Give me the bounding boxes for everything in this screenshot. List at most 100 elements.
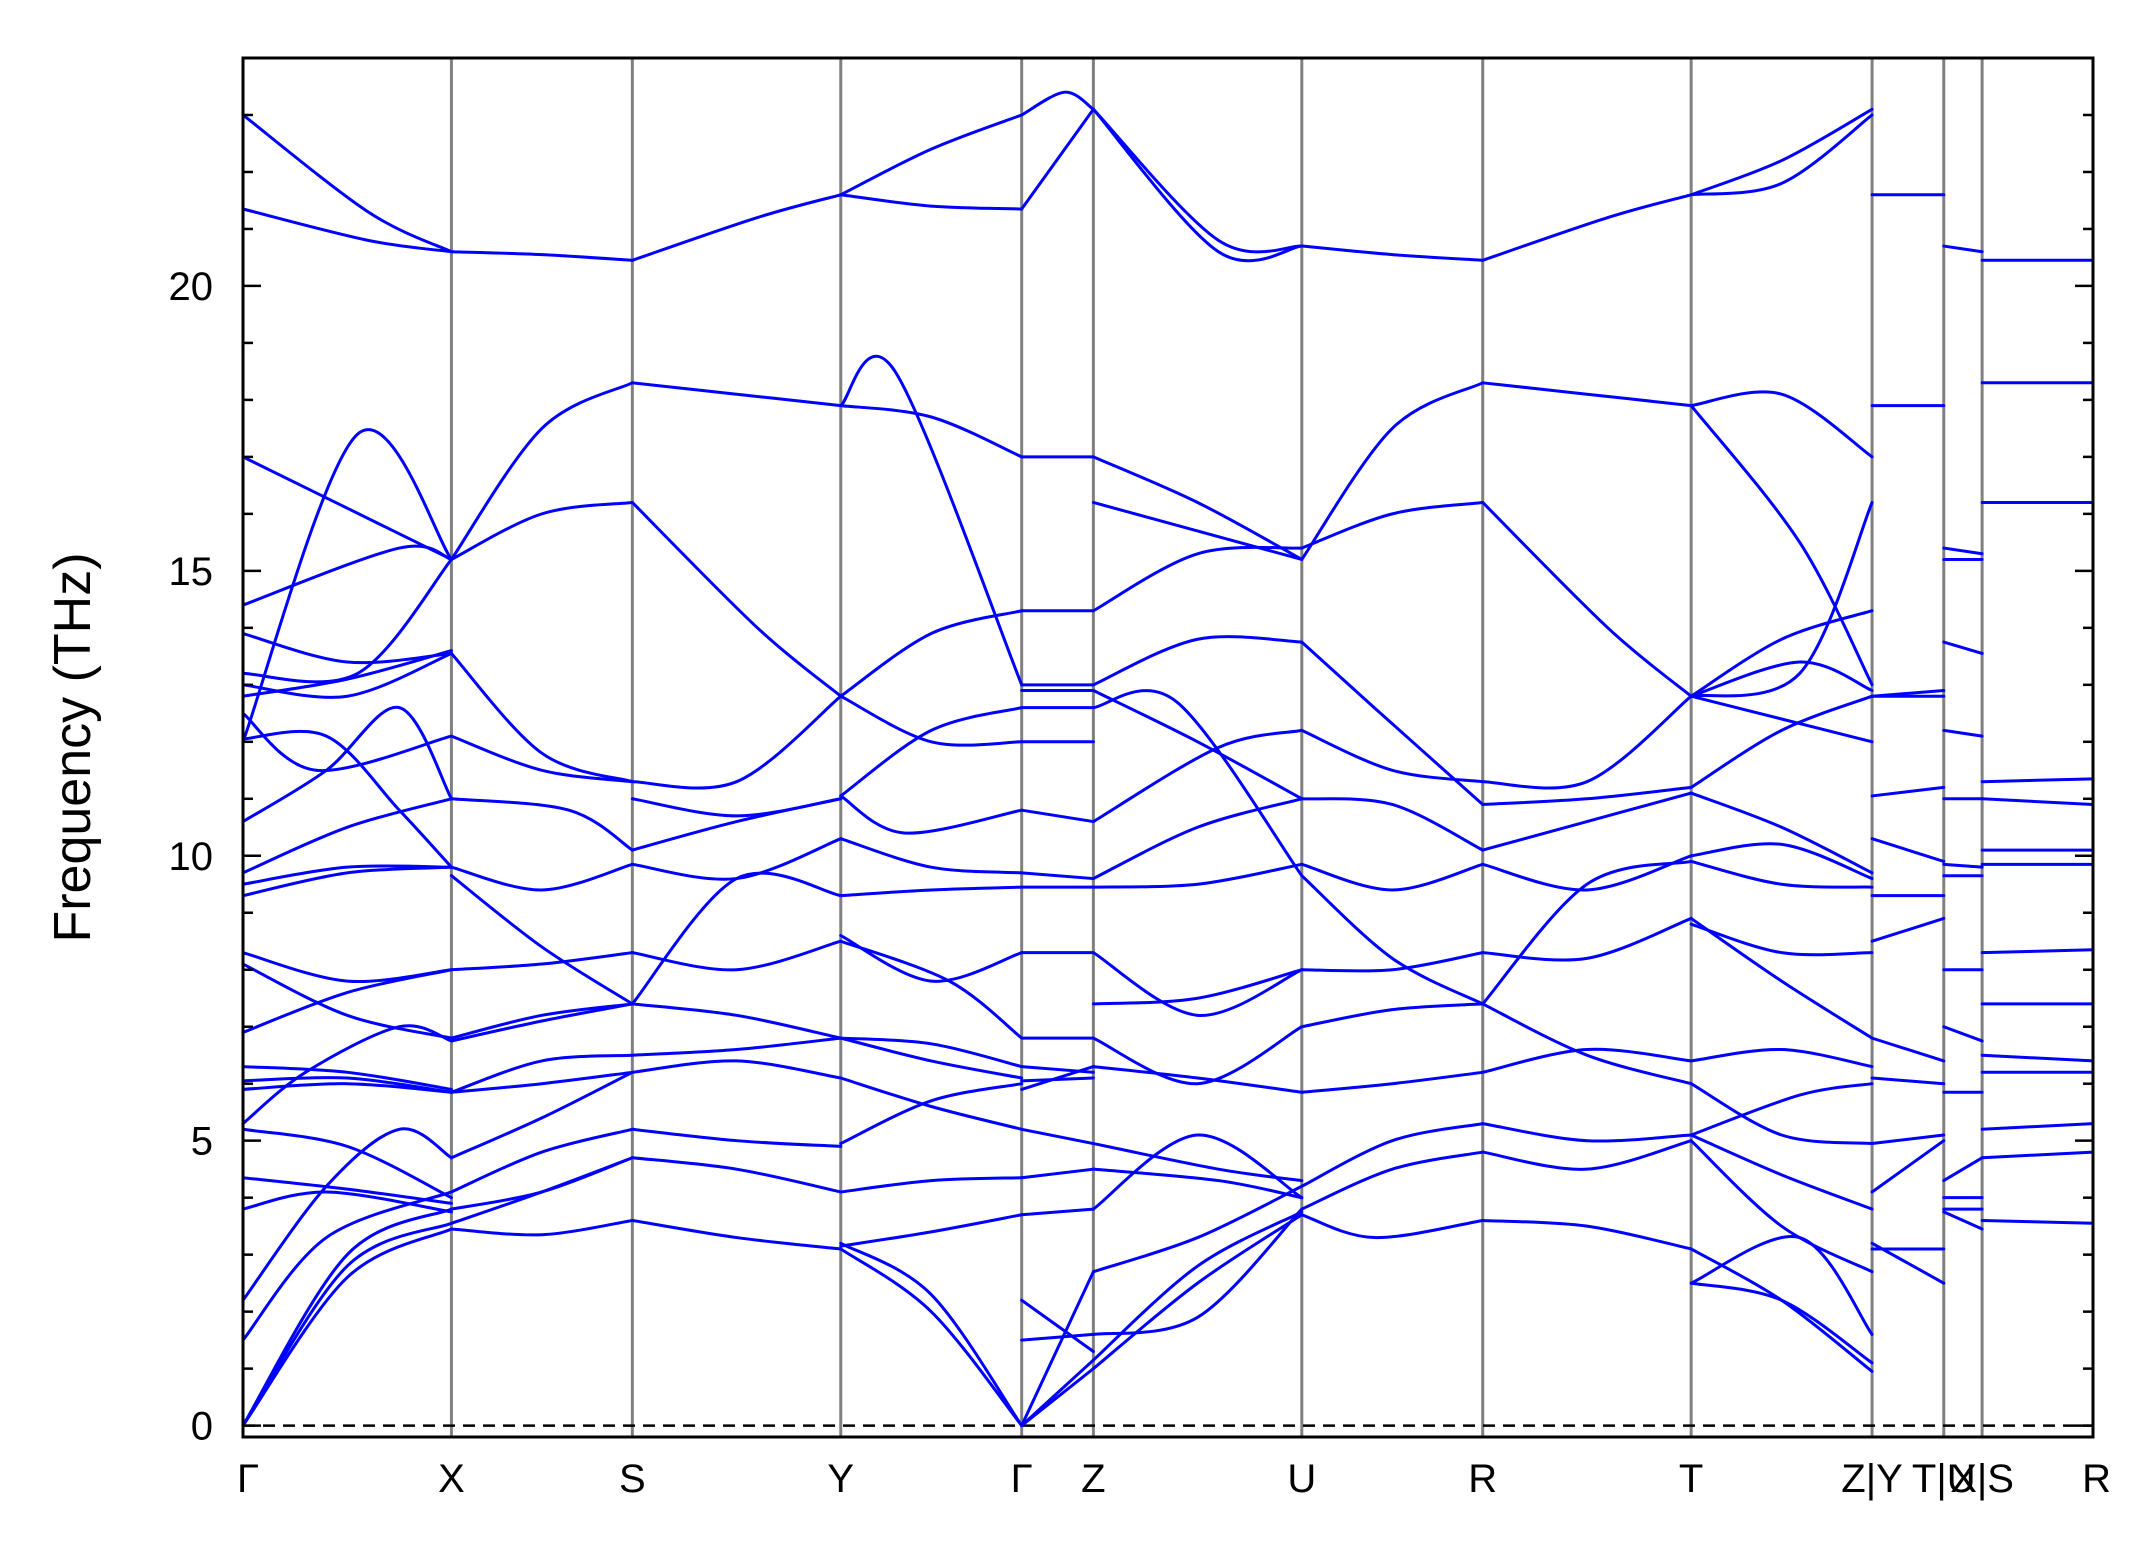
phonon-band-line <box>1091 1207 1304 1336</box>
x-tick-label: U <box>1287 1457 1316 1501</box>
phonon-band-line <box>1689 113 1874 197</box>
phonon-band-line <box>449 874 634 1006</box>
phonon-band-line <box>630 694 843 790</box>
phonon-band-line <box>1942 546 1984 556</box>
band-segment <box>1091 107 1304 1371</box>
phonon-band-line <box>1020 1298 1095 1354</box>
phonon-band-line <box>449 1070 634 1094</box>
phonon-band-line <box>630 1127 843 1148</box>
phonon-band-line <box>449 951 634 972</box>
phonon-band-line <box>1689 390 1874 459</box>
phonon-band-line <box>241 1190 453 1214</box>
phonon-band-line <box>839 694 1024 747</box>
phonon-band-line <box>449 797 634 852</box>
phonon-band-line <box>241 962 453 1040</box>
phonon-band-line <box>1300 381 1485 561</box>
phonon-band-line <box>1870 1133 1946 1146</box>
phonon-band-line <box>241 1127 453 1200</box>
y-axis-title: Frequency (THz) <box>44 552 102 942</box>
phonon-band-line <box>241 797 453 875</box>
phonon-band-line <box>241 1207 453 1428</box>
phonon-band-line <box>1091 1065 1304 1094</box>
phonon-band-line <box>630 1036 843 1057</box>
phonon-band-line <box>1689 1082 1874 1146</box>
phonon-bands <box>241 90 2095 1428</box>
phonon-band-line <box>1870 837 1946 863</box>
phonon-band-line <box>1091 862 1304 889</box>
phonon-band-line <box>241 1024 453 1126</box>
phonon-band-line <box>1091 951 1304 1017</box>
band-segment <box>241 113 453 1428</box>
x-tick-label: Γ <box>237 1457 259 1501</box>
phonon-band-line <box>1300 1213 1485 1240</box>
phonon-band-line <box>1020 1076 1095 1083</box>
x-tick-label: T <box>1679 1457 1703 1501</box>
band-segment <box>1481 193 1693 1251</box>
phonon-band-line <box>1942 244 1984 254</box>
phonon-band-line <box>839 1076 1024 1131</box>
phonon-band-line <box>449 1156 634 1211</box>
phonon-band-line <box>1689 1139 1874 1274</box>
phonon-band-line <box>449 862 634 892</box>
phonon-band-line <box>449 1002 634 1040</box>
phonon-band-line <box>630 797 843 818</box>
phonon-band-line <box>1689 500 1874 698</box>
phonon-band-line <box>1689 859 1874 889</box>
phonon-band-line <box>630 1059 843 1080</box>
phonon-band-line <box>1091 1142 1304 1183</box>
phonon-band-line <box>1300 797 1485 852</box>
phonon-band-line <box>1942 1210 1984 1231</box>
phonon-band-line <box>1091 797 1304 881</box>
phonon-band-line <box>1689 1133 1874 1211</box>
phonon-band-line <box>241 557 453 684</box>
x-tick-label: Y <box>827 1457 854 1501</box>
phonon-band-line <box>1481 381 1693 408</box>
phonon-band-line <box>839 354 1024 687</box>
phonon-band-line <box>241 1076 453 1094</box>
phonon-band-line <box>1091 1025 1304 1086</box>
phonon-band-line <box>1870 1139 1946 1194</box>
phonon-band-line <box>1481 916 1693 962</box>
phonon-band-line <box>1689 694 1874 744</box>
phonon-band-line <box>630 500 843 698</box>
band-segment <box>839 113 1024 1428</box>
phonon-band-line <box>1689 107 1874 197</box>
phonon-band-line <box>839 706 1024 798</box>
phonon-band-line <box>1300 862 1485 892</box>
band-segment <box>1020 90 1095 1428</box>
phonon-band-line <box>839 837 1024 875</box>
x-tick-label: R <box>2082 1457 2111 1501</box>
phonon-band-line <box>1091 107 1304 263</box>
x-tick-label: Z|Y <box>1841 1457 1903 1501</box>
plot-frame <box>241 56 2095 1439</box>
x-tick-label: R <box>1468 1457 1497 1501</box>
phonon-band-line <box>1870 916 1946 943</box>
phonon-band-line <box>1980 797 2095 806</box>
phonon-band-line <box>1689 404 1874 687</box>
phonon-band-line <box>839 193 1024 211</box>
phonon-band-line <box>1481 791 1693 852</box>
phonon-band-line <box>1300 500 1485 550</box>
phonon-band-line <box>1091 689 1304 801</box>
phonon-band-line <box>1870 1241 1946 1285</box>
phonon-band-line <box>1020 1270 1095 1428</box>
phonon-band-line <box>1020 1167 1095 1180</box>
phonon-band-line <box>1980 1053 2095 1063</box>
phonon-band-line <box>1942 1156 1984 1183</box>
phonon-band-line <box>1980 948 2095 955</box>
phonon-band-line <box>1020 1127 1095 1146</box>
phonon-band-line <box>1942 862 1984 869</box>
band-segment <box>1980 258 2095 1225</box>
phonon-band-line <box>1689 791 1874 875</box>
phonon-band-line <box>1481 1218 1693 1251</box>
phonon-band-line <box>241 1190 453 1342</box>
phonon-band-line <box>1481 1002 1693 1086</box>
phonon-band-line <box>839 1036 1024 1069</box>
phonon-band-line <box>1020 808 1095 824</box>
phonon-band-line <box>839 404 1024 459</box>
phonon-band-line <box>1481 1139 1693 1171</box>
phonon-band-line <box>839 934 1024 983</box>
band-segment <box>630 193 843 1251</box>
phonon-band-line <box>1091 968 1304 1006</box>
